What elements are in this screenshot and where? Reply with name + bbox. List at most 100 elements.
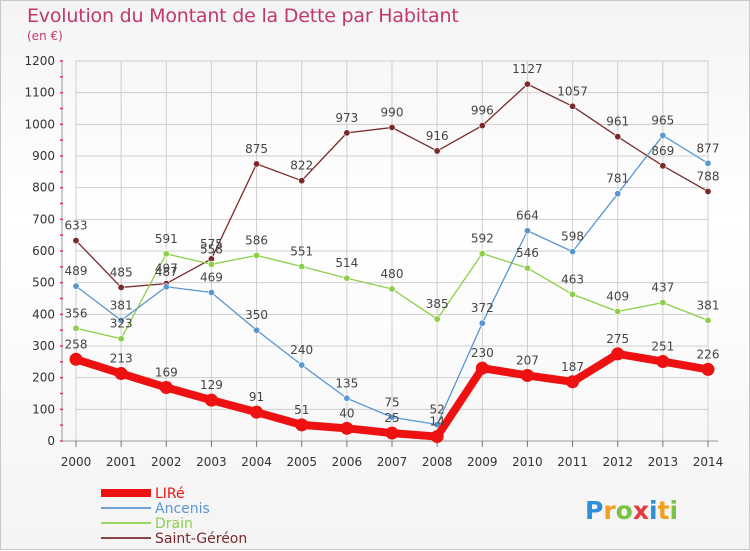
data-label-lir-: 25 (384, 411, 399, 425)
data-label-saint-g-r-on: 961 (606, 115, 629, 129)
data-label-lir-: 51 (294, 403, 309, 417)
x-tick-label: 2003 (196, 455, 227, 469)
data-point-ancenis (523, 227, 531, 235)
y-tick-label: 600 (32, 244, 55, 258)
data-label-drain: 586 (245, 233, 268, 247)
data-label-ancenis: 350 (245, 308, 268, 322)
data-point-ancenis (207, 288, 215, 296)
data-point-ancenis (704, 159, 712, 167)
data-point-saint-g-r-on (569, 102, 577, 110)
data-label-saint-g-r-on: 973 (335, 111, 358, 125)
y-tick-label: 300 (32, 339, 55, 353)
data-point-drain (614, 307, 622, 315)
x-tick-label: 2001 (106, 455, 137, 469)
data-point-saint-g-r-on (478, 122, 486, 130)
data-point-drain (72, 324, 80, 332)
data-label-saint-g-r-on: 575 (200, 237, 223, 251)
data-point-ancenis (614, 190, 622, 198)
data-point-ancenis (343, 394, 351, 402)
data-label-drain: 463 (561, 272, 584, 286)
data-label-saint-g-r-on: 916 (426, 129, 449, 143)
data-label-ancenis: 598 (561, 230, 584, 244)
data-point-drain (659, 299, 667, 307)
data-label-saint-g-r-on: 822 (290, 159, 313, 173)
data-point-lir- (295, 418, 309, 432)
data-point-ancenis (569, 248, 577, 256)
data-point-drain (569, 290, 577, 298)
data-point-saint-g-r-on (253, 160, 261, 168)
data-point-ancenis (253, 326, 261, 334)
data-label-lir-: 230 (471, 346, 494, 360)
data-point-lir- (566, 375, 580, 389)
data-point-lir- (250, 405, 264, 419)
data-label-drain: 592 (471, 232, 494, 246)
legend-label-ancenis: Ancenis (155, 501, 210, 517)
data-point-saint-g-r-on (614, 133, 622, 141)
legend-label-lir-: LIRé (155, 486, 185, 502)
data-point-drain (162, 250, 170, 258)
data-label-ancenis: 965 (651, 113, 674, 127)
logo-letter: o (616, 496, 633, 525)
data-label-lir-: 91 (249, 390, 264, 404)
data-label-ancenis: 135 (335, 376, 358, 390)
x-tick-label: 2007 (377, 455, 408, 469)
y-tick-label: 800 (32, 181, 55, 195)
data-label-saint-g-r-on: 990 (381, 106, 404, 120)
chart-title: Evolution du Montant de la Dette par Hab… (27, 5, 459, 27)
legend-label-drain: Drain (155, 516, 193, 532)
data-label-drain: 323 (110, 317, 133, 331)
data-label-drain: 381 (697, 298, 720, 312)
proxiti-logo: Proxiti (585, 496, 678, 525)
data-label-ancenis: 664 (516, 209, 539, 223)
data-point-ancenis (298, 361, 306, 369)
x-tick-label: 2012 (602, 455, 633, 469)
data-label-drain: 385 (426, 297, 449, 311)
data-point-lir- (475, 361, 489, 375)
data-point-drain (298, 263, 306, 271)
data-label-lir-: 14 (430, 415, 445, 429)
x-tick-label: 2009 (467, 455, 498, 469)
data-label-lir-: 226 (697, 347, 720, 361)
data-point-lir- (520, 368, 534, 382)
data-label-lir-: 258 (65, 337, 88, 351)
data-point-lir- (656, 355, 670, 369)
logo-letter: i (670, 496, 679, 525)
y-tick-label: 100 (32, 402, 55, 416)
data-label-saint-g-r-on: 485 (110, 265, 133, 279)
data-point-lir- (430, 430, 444, 444)
data-point-drain (343, 274, 351, 282)
data-label-drain: 409 (606, 289, 629, 303)
x-tick-label: 2014 (693, 455, 724, 469)
data-point-ancenis (659, 131, 667, 139)
data-point-ancenis (72, 282, 80, 290)
data-label-saint-g-r-on: 1057 (557, 84, 588, 98)
data-label-ancenis: 52 (430, 403, 445, 417)
data-label-ancenis: 372 (471, 301, 494, 315)
data-label-drain: 558 (200, 242, 223, 256)
data-label-saint-g-r-on: 996 (471, 104, 494, 118)
data-point-lir- (611, 347, 625, 361)
y-tick-label: 0 (47, 434, 55, 448)
data-label-lir-: 187 (561, 360, 584, 374)
data-label-lir-: 207 (516, 353, 539, 367)
data-point-saint-g-r-on (72, 237, 80, 245)
data-label-ancenis: 469 (200, 270, 223, 284)
data-label-saint-g-r-on: 1127 (512, 62, 543, 76)
data-point-saint-g-r-on (659, 162, 667, 170)
y-tick-label: 1100 (24, 86, 55, 100)
logo-letter: i (649, 496, 658, 525)
data-label-lir-: 40 (339, 406, 354, 420)
x-tick-label: 2002 (151, 455, 182, 469)
data-point-saint-g-r-on (298, 177, 306, 185)
data-point-drain (433, 315, 441, 323)
data-point-ancenis (388, 413, 396, 421)
x-tick-label: 2006 (332, 455, 363, 469)
data-label-ancenis: 240 (290, 343, 313, 357)
logo-letter: P (585, 496, 603, 525)
x-tick-label: 2010 (512, 455, 543, 469)
data-point-drain (704, 316, 712, 324)
data-label-ancenis: 489 (65, 264, 88, 278)
data-point-lir- (385, 426, 399, 440)
